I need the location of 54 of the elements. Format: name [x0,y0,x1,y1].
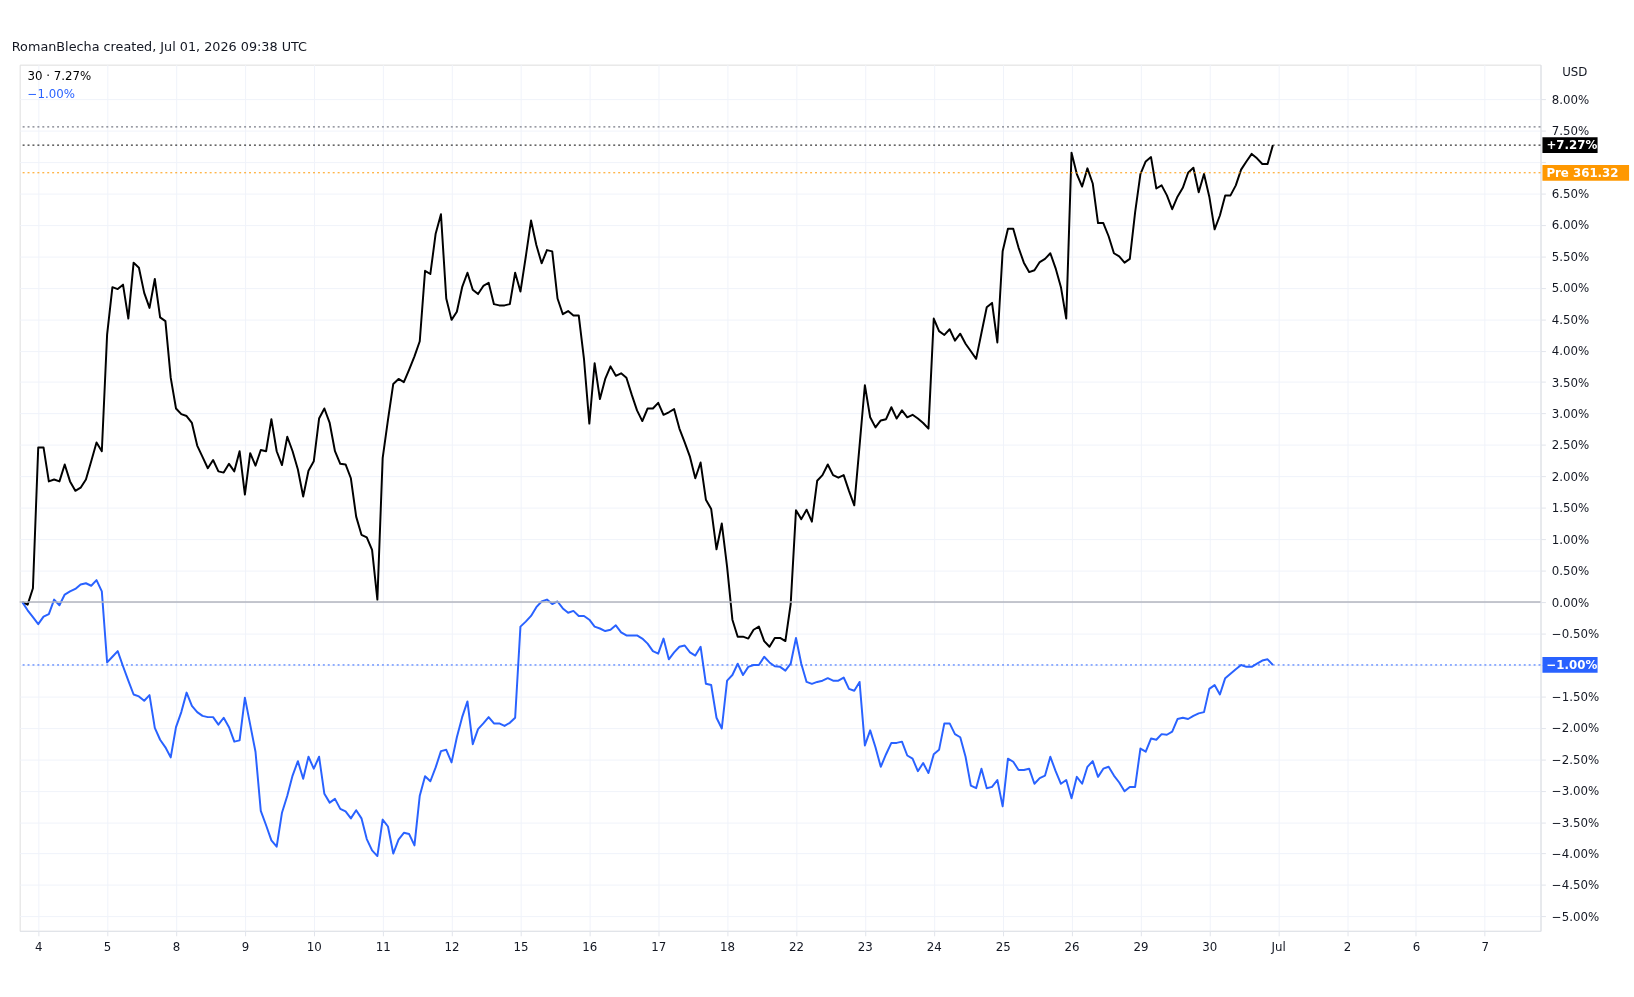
x-tick-label: 8 [172,940,181,955]
y-tick-label: 1.50% [1551,501,1590,516]
annotation: −1.00% [27,87,75,102]
y-tick-label: 5.50% [1551,249,1590,264]
y-tick-label: 0.00% [1551,595,1590,610]
x-tick-label: 9 [241,940,250,955]
y-tick-label: 4.50% [1551,312,1590,327]
x-tick-label: 23 [857,940,873,955]
annotation: 30 · 7.27% [27,69,92,84]
x-tick-label: 24 [926,940,942,955]
y-tick-label: 2.00% [1551,469,1590,484]
x-tick-label: 5 [103,940,112,955]
x-tick-label: 10 [306,940,322,955]
x-tick-label: 7 [1481,940,1490,955]
y-tick-label: 3.50% [1551,375,1590,390]
x-tick-label: 2 [1343,940,1352,955]
x-tick-label: 12 [444,940,460,955]
y-tick-label: 4.00% [1551,344,1590,359]
y-tick-label: 0.50% [1551,564,1590,579]
y-tick-label: −3.50% [1551,815,1600,830]
text: USD [1562,65,1588,80]
x-tick-label: 25 [995,940,1011,955]
x-tick-label: 6 [1412,940,1421,955]
x-tick-label: 26 [1064,940,1080,955]
x-tick-label: 16 [582,940,598,955]
y-tick-label: −4.00% [1551,846,1600,861]
ref-line-label: +7.27% [1546,138,1598,153]
x-tick-label: Jul [1270,940,1286,955]
y-tick-label: −2.00% [1551,721,1600,736]
y-tick-label: −5.00% [1551,909,1600,924]
x-tick-label: 18 [720,940,736,955]
ref-line-label: −1.00% [1546,657,1598,672]
x-tick-label: 15 [513,940,529,955]
text: RomanBlecha created, Jul 01, 2026 09:38 UTC [11,38,308,54]
y-tick-label: 1.00% [1551,532,1590,547]
x-tick-label: 11 [375,940,391,955]
x-tick-label: 17 [651,940,667,955]
y-tick-label: 8.00% [1551,92,1590,107]
y-tick-label: −4.50% [1551,878,1600,893]
x-tick-label: 22 [788,940,804,955]
y-tick-label: 3.00% [1551,406,1590,421]
x-tick-label: 4 [34,940,43,955]
y-tick-label: −2.50% [1551,752,1600,767]
ref-line-label: Pre 361.32 [1546,165,1619,180]
y-tick-label: 5.00% [1551,281,1590,296]
y-tick-label: 6.50% [1551,186,1590,201]
y-tick-label: 7.50% [1551,124,1590,139]
x-tick-label: 29 [1133,940,1149,955]
y-tick-label: 2.50% [1551,438,1590,453]
y-tick-label: 6.00% [1551,218,1590,233]
x-tick-label: 30 [1202,940,1218,955]
y-tick-label: −0.50% [1551,626,1600,641]
y-tick-label: −1.50% [1551,689,1600,704]
y-tick-label: −3.00% [1551,784,1600,799]
